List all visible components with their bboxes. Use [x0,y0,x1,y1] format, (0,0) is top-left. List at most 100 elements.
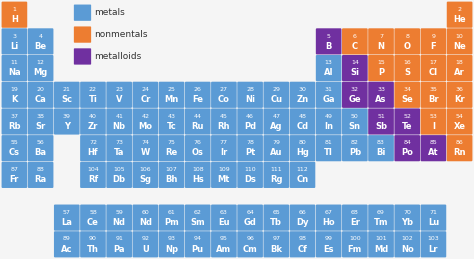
Text: Mn: Mn [164,95,179,104]
FancyBboxPatch shape [159,135,184,161]
Text: 62: 62 [194,210,201,215]
Text: 56: 56 [36,140,45,145]
Text: Tc: Tc [167,122,176,131]
Text: Ds: Ds [244,175,256,184]
Text: Kr: Kr [454,95,465,104]
FancyBboxPatch shape [185,205,210,231]
Text: Re: Re [165,148,178,157]
Text: Ge: Ge [348,95,361,104]
Text: Y: Y [64,122,70,131]
Text: 94: 94 [194,236,202,241]
Text: 38: 38 [36,114,45,119]
Text: Eu: Eu [218,218,230,227]
Text: 36: 36 [456,87,464,92]
Text: Pb: Pb [349,148,361,157]
Text: Db: Db [113,175,126,184]
FancyBboxPatch shape [80,135,106,161]
Text: 65: 65 [273,210,280,215]
Text: 96: 96 [246,236,254,241]
Text: 27: 27 [220,87,228,92]
Text: Se: Se [401,95,413,104]
Text: Cd: Cd [296,122,309,131]
Text: S: S [404,68,410,77]
FancyBboxPatch shape [290,162,315,188]
Text: 40: 40 [89,114,97,119]
Text: 11: 11 [10,60,18,65]
FancyBboxPatch shape [264,205,289,231]
Text: 45: 45 [220,114,228,119]
Text: Ar: Ar [454,68,465,77]
Text: 46: 46 [246,114,254,119]
Text: Hf: Hf [88,148,98,157]
Text: H: H [11,15,18,24]
Text: 58: 58 [89,210,97,215]
Text: Tm: Tm [374,218,388,227]
Text: Rh: Rh [218,122,230,131]
Text: I: I [432,122,435,131]
FancyBboxPatch shape [237,231,263,257]
Text: 73: 73 [115,140,123,145]
Text: 25: 25 [168,87,175,92]
Text: 78: 78 [246,140,254,145]
Text: 24: 24 [141,87,149,92]
Text: 97: 97 [272,236,280,241]
FancyBboxPatch shape [290,231,315,257]
Text: 84: 84 [403,140,411,145]
Text: 87: 87 [10,167,18,172]
Text: Dy: Dy [296,218,309,227]
Text: 60: 60 [141,210,149,215]
FancyBboxPatch shape [106,162,132,188]
FancyBboxPatch shape [80,205,106,231]
FancyBboxPatch shape [1,2,27,28]
FancyBboxPatch shape [316,109,341,135]
Text: Ti: Ti [89,95,97,104]
FancyBboxPatch shape [394,231,420,257]
Text: Md: Md [374,244,388,254]
Text: 3: 3 [12,34,17,39]
Text: 12: 12 [36,60,45,65]
FancyBboxPatch shape [342,82,368,108]
Text: Fe: Fe [192,95,203,104]
Text: Th: Th [87,244,99,254]
Text: 59: 59 [115,210,123,215]
Text: 92: 92 [141,236,149,241]
Text: Rg: Rg [270,175,283,184]
Text: 15: 15 [377,60,385,65]
Text: 67: 67 [325,210,333,215]
FancyBboxPatch shape [237,205,263,231]
Text: 71: 71 [429,210,438,215]
Text: 2: 2 [457,7,462,12]
FancyBboxPatch shape [420,205,446,231]
FancyBboxPatch shape [1,82,27,108]
FancyBboxPatch shape [368,109,394,135]
Text: Ac: Ac [61,244,73,254]
Text: 93: 93 [167,236,175,241]
Text: 101: 101 [375,236,387,241]
Text: 17: 17 [429,60,438,65]
FancyBboxPatch shape [28,162,54,188]
Text: O: O [404,42,410,51]
Text: 57: 57 [63,210,71,215]
Text: 83: 83 [377,140,385,145]
Text: 86: 86 [456,140,464,145]
FancyBboxPatch shape [1,109,27,135]
Text: Bk: Bk [270,244,283,254]
Text: Lu: Lu [428,218,439,227]
Text: Zr: Zr [88,122,98,131]
FancyBboxPatch shape [185,82,210,108]
FancyBboxPatch shape [211,205,237,231]
FancyBboxPatch shape [394,28,420,54]
Text: Mg: Mg [34,68,48,77]
Text: Ir: Ir [220,148,228,157]
FancyBboxPatch shape [447,55,473,81]
Text: Sg: Sg [139,175,151,184]
Text: V: V [116,95,122,104]
Text: 5: 5 [327,34,330,39]
Text: Np: Np [165,244,178,254]
Text: Nb: Nb [113,122,126,131]
Text: Nd: Nd [139,218,152,227]
Text: 90: 90 [89,236,97,241]
Text: 34: 34 [403,87,411,92]
Text: Tb: Tb [270,218,282,227]
Text: 7: 7 [379,34,383,39]
